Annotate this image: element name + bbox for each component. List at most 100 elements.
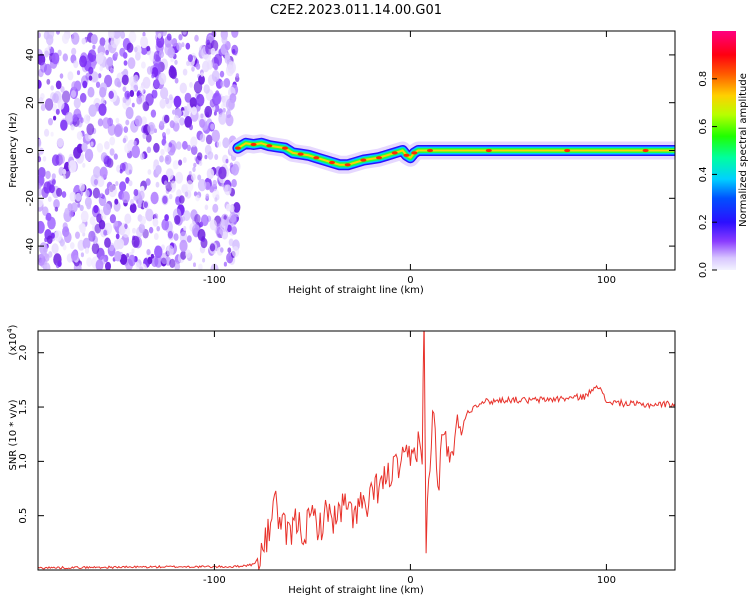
- noise-speckle: [99, 209, 104, 215]
- colorbar-label: Normalized spectral amplitude: [738, 73, 749, 227]
- noise-speckle: [43, 264, 48, 270]
- noise-speckle: [70, 124, 75, 131]
- noise-speckle: [185, 249, 192, 259]
- noise-speckle: [216, 227, 223, 239]
- noise-region: [38, 31, 241, 270]
- noise-speckle: [198, 44, 207, 56]
- noise-speckle: [139, 215, 146, 226]
- y-tick-label: 2.0: [18, 345, 29, 361]
- noise-speckle: [47, 44, 51, 50]
- noise-speckle: [79, 55, 88, 68]
- noise-speckle: [124, 143, 131, 154]
- x-axis-ticks: -100 0 100: [203, 331, 616, 586]
- x-tick-label: 100: [597, 575, 616, 586]
- noise-speckle: [150, 253, 154, 259]
- noise-speckle: [98, 219, 106, 230]
- noise-speckle: [114, 250, 122, 262]
- noise-speckle: [44, 50, 49, 58]
- noise-speckle: [164, 180, 168, 186]
- noise-speckle: [194, 214, 201, 224]
- noise-speckle: [145, 133, 152, 143]
- y-tick-label: 0.5: [18, 508, 29, 524]
- noise-speckle: [189, 97, 197, 109]
- noise-speckle: [88, 104, 97, 117]
- noise-speckle: [193, 80, 203, 94]
- noise-speckle: [179, 117, 185, 126]
- noise-speckle: [50, 85, 54, 91]
- noise-speckle: [119, 254, 128, 265]
- noise-speckle: [179, 231, 188, 243]
- y-tick-label: 1.5: [18, 399, 29, 415]
- noise-speckle: [42, 206, 49, 216]
- noise-speckle: [124, 163, 133, 176]
- noise-speckle: [47, 196, 52, 202]
- noise-speckle: [174, 77, 179, 84]
- noise-speckle: [45, 170, 51, 180]
- snr-frame: [37, 330, 676, 571]
- noise-speckle: [71, 202, 78, 213]
- noise-speckle: [121, 74, 129, 86]
- noise-speckle: [220, 80, 225, 88]
- noise-speckle: [99, 86, 107, 98]
- noise-speckle: [140, 36, 149, 49]
- noise-speckle: [195, 194, 200, 202]
- noise-speckle: [124, 213, 132, 224]
- noise-speckle: [212, 203, 219, 213]
- noise-speckle: [97, 176, 105, 188]
- noise-speckle: [175, 171, 184, 184]
- noise-speckle: [165, 128, 171, 135]
- noise-speckle: [139, 85, 145, 94]
- noise-speckle: [52, 93, 59, 104]
- colorbar-tick-label: 0.4: [698, 166, 709, 182]
- noise-speckle: [137, 202, 142, 209]
- noise-speckle: [147, 169, 152, 175]
- noise-speckle: [39, 242, 48, 256]
- noise-speckle: [210, 123, 215, 130]
- noise-speckle: [194, 34, 199, 42]
- noise-speckle: [64, 231, 72, 243]
- noise-speckle: [88, 66, 94, 75]
- noise-speckle: [48, 184, 55, 194]
- noise-speckle: [128, 254, 136, 267]
- noise-speckle: [113, 153, 118, 160]
- noise-speckle: [214, 197, 218, 202]
- noise-speckle: [162, 135, 167, 141]
- noise-speckle: [99, 65, 103, 72]
- noise-speckle: [42, 156, 47, 162]
- noise-speckle: [90, 34, 98, 45]
- x-tick-label: 0: [407, 275, 413, 286]
- noise-speckle: [152, 218, 159, 227]
- band-peak: [564, 148, 571, 153]
- band-peak: [642, 148, 649, 153]
- noise-speckle: [80, 117, 84, 124]
- noise-speckle: [179, 82, 187, 94]
- noise-speckle: [97, 118, 104, 127]
- band-peak: [250, 142, 257, 147]
- noise-speckle: [199, 133, 206, 143]
- noise-speckle: [146, 45, 151, 52]
- band-peak: [485, 148, 492, 153]
- snr-panel: -100 0 100 0.5 1.0 1.5 2.0 Height of straight…: [6, 324, 676, 596]
- noise-speckle: [38, 182, 41, 190]
- noise-speckle: [62, 168, 67, 175]
- noise-speckle: [146, 66, 153, 75]
- noise-speckle: [84, 189, 90, 198]
- band-peak: [411, 151, 418, 155]
- noise-speckle: [203, 84, 210, 94]
- noise-speckle: [131, 145, 140, 159]
- noise-speckle: [98, 51, 105, 61]
- noise-speckle: [223, 78, 231, 88]
- noise-speckle: [178, 159, 183, 166]
- noise-speckle: [156, 35, 165, 48]
- noise-speckle: [64, 111, 74, 125]
- noise-speckle: [171, 38, 178, 47]
- noise-speckle: [213, 103, 220, 113]
- noise-speckle: [180, 250, 187, 260]
- noise-speckle: [141, 61, 146, 69]
- noise-speckle: [59, 73, 64, 79]
- noise-speckle: [55, 108, 60, 115]
- noise-speckle: [109, 148, 115, 156]
- noise-speckle: [222, 137, 230, 149]
- noise-speckle: [82, 237, 91, 250]
